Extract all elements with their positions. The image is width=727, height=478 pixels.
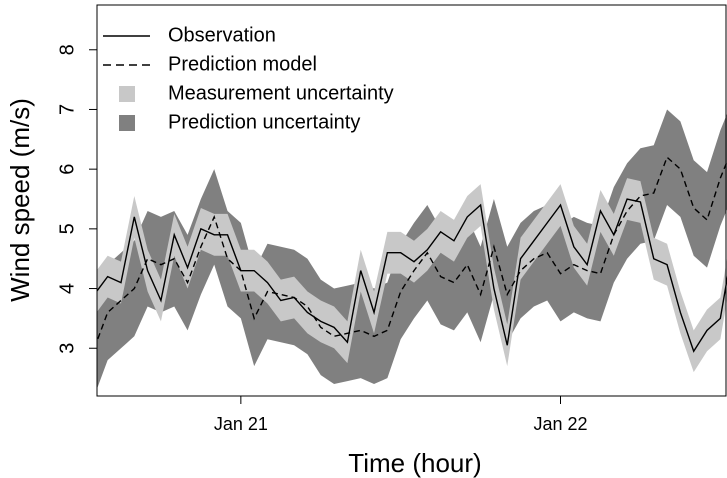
y-axis-label: Wind speed (m/s)	[5, 98, 35, 302]
uncertainty-band	[97, 178, 727, 373]
y-tick-label: 8	[56, 44, 78, 55]
x-tick-label: Jan 21	[214, 414, 268, 434]
legend-swatch	[119, 86, 135, 102]
x-tick-label: Jan 22	[533, 414, 587, 434]
legend-swatch	[119, 115, 135, 131]
y-tick-label: 7	[56, 104, 78, 115]
legend: Observation Prediction model Measurement u…	[103, 24, 394, 133]
series-line	[97, 156, 727, 344]
legend-label: Prediction model	[168, 53, 317, 75]
y-tick-label: 3	[56, 343, 78, 354]
plot-area	[97, 109, 727, 389]
legend-label: Prediction uncertainty	[168, 111, 360, 133]
x-axis-label: Time (hour)	[348, 448, 481, 478]
legend-label: Measurement uncertainty	[168, 82, 394, 104]
series-line	[97, 198, 727, 353]
y-tick-label: 6	[56, 164, 78, 175]
y-tick-label: 5	[56, 223, 78, 234]
legend-label: Observation	[168, 24, 276, 46]
y-tick-label: 4	[56, 283, 78, 294]
plot-frame	[96, 4, 727, 397]
